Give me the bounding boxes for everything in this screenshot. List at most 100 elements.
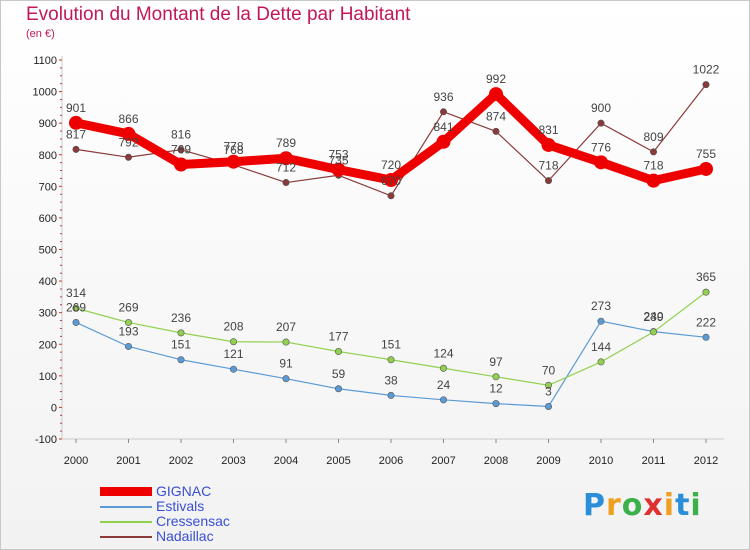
data-label-gignac: 753 <box>328 148 348 162</box>
data-label-cressensac: 239 <box>643 310 663 324</box>
data-label-nadaillac: 768 <box>223 143 243 157</box>
logo-letter: i <box>690 488 702 523</box>
data-point-nadaillac <box>649 148 657 156</box>
data-label-estivals: 222 <box>696 315 716 329</box>
data-point-gignac <box>594 155 608 170</box>
data-label-estivals: 59 <box>332 367 346 381</box>
data-point-gignac <box>541 137 556 152</box>
data-label-gignac: 841 <box>433 120 453 134</box>
legend-label-cressensac: Cressensac <box>156 513 230 529</box>
x-tick-label: 2010 <box>589 455 613 467</box>
y-tick-label: 200 <box>39 339 57 351</box>
data-point-estivals <box>72 318 80 326</box>
data-point-cressensac <box>334 348 342 356</box>
y-tick-label: 1000 <box>33 87 57 99</box>
legend-label-nadaillac: Nadaillac <box>156 528 214 544</box>
y-tick-label: 600 <box>39 213 57 225</box>
x-tick-label: 2001 <box>116 455 140 467</box>
y-tick-label: -100 <box>35 434 57 446</box>
data-point-gignac <box>279 151 293 166</box>
data-point-nadaillac <box>177 146 185 154</box>
data-point-gignac <box>646 173 661 188</box>
data-point-estivals <box>387 391 395 399</box>
data-point-nadaillac <box>387 192 395 200</box>
data-label-cressensac: 208 <box>223 320 243 334</box>
data-label-nadaillac: 712 <box>276 161 296 175</box>
data-label-estivals: 273 <box>591 299 611 313</box>
data-point-estivals <box>597 317 605 325</box>
logo-letter: r <box>606 488 622 523</box>
legend-swatch-gignac <box>100 487 152 496</box>
data-point-cressensac <box>125 318 133 326</box>
data-label-gignac: 866 <box>118 112 138 126</box>
data-point-estivals <box>334 385 342 393</box>
data-label-gignac: 755 <box>696 147 716 161</box>
data-point-nadaillac <box>282 179 290 187</box>
x-tick-label: 2009 <box>536 455 560 467</box>
data-point-nadaillac <box>439 108 447 116</box>
data-point-cressensac <box>544 381 552 389</box>
data-label-gignac: 992 <box>486 72 506 86</box>
proxiti-logo: Proxiti <box>583 488 702 523</box>
x-tick-label: 2003 <box>221 455 245 467</box>
data-label-estivals: 3 <box>545 384 552 398</box>
data-label-gignac: 778 <box>223 140 243 154</box>
data-label-cressensac: 207 <box>276 320 296 334</box>
y-tick-label: 700 <box>39 181 57 193</box>
y-tick-label: 1100 <box>33 55 57 67</box>
data-label-gignac: 769 <box>171 143 191 157</box>
data-label-nadaillac: 817 <box>66 127 86 141</box>
data-label-nadaillac: 809 <box>643 130 663 144</box>
data-label-cressensac: 70 <box>542 363 556 377</box>
data-label-gignac: 720 <box>381 158 401 172</box>
logo-letter: P <box>583 488 606 523</box>
y-tick-label: 0 <box>51 402 57 414</box>
logo-letter: x <box>643 488 664 523</box>
data-label-estivals: 38 <box>384 373 398 387</box>
y-tick-label: 500 <box>39 245 57 257</box>
data-point-estivals <box>125 342 133 350</box>
data-label-cressensac: 365 <box>696 270 716 284</box>
y-tick-label: 300 <box>39 308 57 320</box>
data-label-nadaillac: 670 <box>381 174 401 188</box>
data-label-cressensac: 124 <box>433 346 453 360</box>
data-label-gignac: 718 <box>643 159 663 173</box>
data-label-estivals: 193 <box>118 324 138 338</box>
data-label-estivals: 240 <box>643 310 663 324</box>
data-point-cressensac <box>72 304 80 312</box>
data-label-estivals: 269 <box>66 300 86 314</box>
data-point-cressensac <box>230 338 238 346</box>
data-label-estivals: 91 <box>279 357 293 371</box>
data-label-nadaillac: 1022 <box>693 63 720 77</box>
y-tick-label: 900 <box>39 118 57 130</box>
x-tick-label: 2000 <box>64 455 88 467</box>
logo-letter: i <box>663 488 676 523</box>
data-label-cressensac: 269 <box>118 300 138 314</box>
data-point-estivals <box>492 400 500 408</box>
data-point-cressensac <box>387 356 395 364</box>
x-tick-label: 2007 <box>431 455 455 467</box>
data-point-gignac <box>436 134 451 149</box>
data-label-gignac: 776 <box>591 140 611 154</box>
legend-swatch-estivals <box>100 506 152 508</box>
data-label-nadaillac: 735 <box>328 153 348 167</box>
x-tick-label: 2005 <box>326 455 350 467</box>
data-point-nadaillac <box>544 177 552 185</box>
data-point-estivals <box>177 356 185 364</box>
data-point-estivals <box>230 365 238 373</box>
x-tick-label: 2011 <box>642 455 666 467</box>
data-label-estivals: 121 <box>223 347 243 361</box>
data-point-estivals <box>702 333 710 341</box>
data-point-cressensac <box>282 338 290 346</box>
y-tick-label: 800 <box>39 150 57 162</box>
data-point-estivals <box>439 396 447 404</box>
data-label-nadaillac: 900 <box>591 101 611 115</box>
data-point-nadaillac <box>125 153 133 161</box>
data-label-cressensac: 144 <box>591 340 611 354</box>
x-tick-label: 2006 <box>379 455 403 467</box>
data-label-cressensac: 314 <box>66 286 86 300</box>
legend-label-gignac: GIGNAC <box>156 483 212 499</box>
chart-unit: (en €) <box>26 28 55 40</box>
